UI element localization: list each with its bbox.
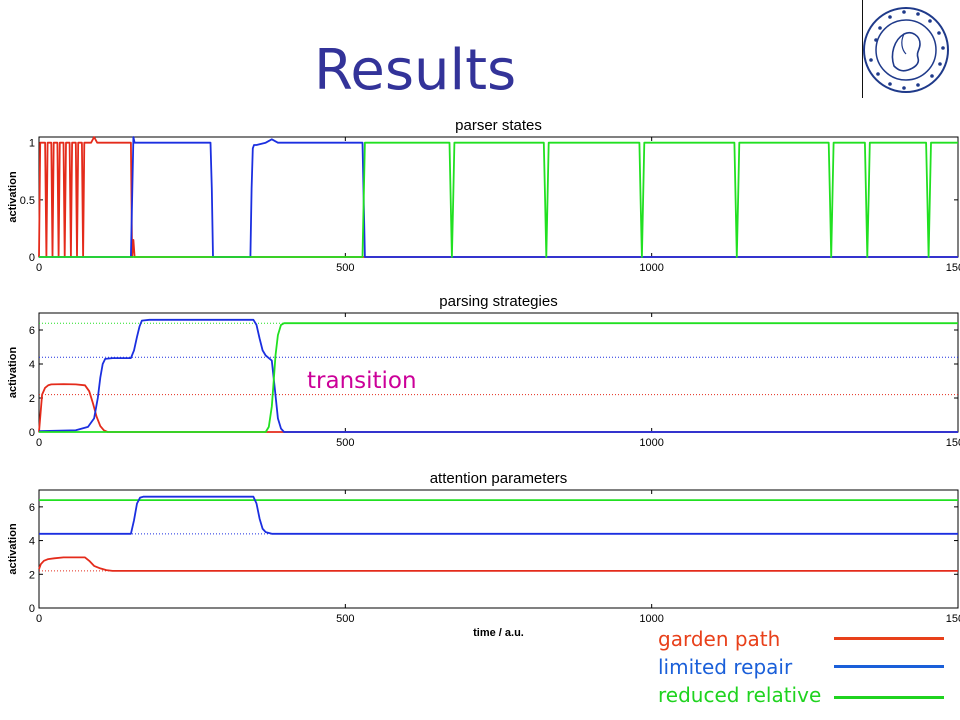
y-axis-label-1: activation (7, 171, 19, 223)
y-tick-label: 0 (29, 427, 35, 439)
legend-garden-path-swatch (834, 637, 944, 640)
y-tick-label: 4 (29, 536, 35, 548)
legend-limited-repair-label: limited repair (658, 655, 793, 679)
y-tick-label: 1 (29, 138, 35, 150)
y-tick-label: 6 (29, 325, 35, 337)
series-line-red-3 (38, 556, 958, 572)
chart-title-1: parser states (455, 117, 542, 134)
y-tick-label: 0.5 (20, 195, 35, 207)
x-tick-label: 0 (36, 437, 42, 449)
university-seal-logo (863, 7, 949, 93)
logo-divider (862, 0, 863, 98)
series-line-red-1 (38, 136, 958, 258)
series-line-green-2 (39, 322, 958, 433)
series-line-red-2 (38, 383, 958, 433)
y-tick-label: 2 (29, 569, 35, 581)
x-tick-label: 0 (36, 262, 42, 274)
x-axis-label: time / a.u. (473, 627, 524, 639)
legend-limited-repair-swatch (834, 665, 944, 668)
x-tick-label: 500 (336, 613, 354, 625)
y-tick-label: 6 (29, 502, 35, 514)
y-tick-label: 4 (29, 359, 35, 371)
y-axis-label-3: activation (7, 523, 19, 575)
x-tick-label: 0 (36, 613, 42, 625)
chart-title-2: parsing strategies (439, 293, 557, 310)
series-line-green-1 (39, 141, 958, 258)
x-tick-label: 1000 (639, 262, 663, 274)
chart-title-3: attention parameters (430, 470, 568, 487)
legend-garden-path-label: garden path (658, 627, 781, 651)
transition-annotation: transition (307, 368, 417, 394)
plot-frame-2 (38, 312, 959, 433)
slide-title: Results (314, 38, 517, 103)
x-tick-label: 500 (336, 437, 354, 449)
plot-frame-1 (38, 136, 959, 258)
x-tick-label: 1000 (639, 613, 663, 625)
x-tick-label: 1000 (639, 437, 663, 449)
plot-frame-3 (38, 489, 959, 609)
y-tick-label: 0 (29, 603, 35, 615)
y-tick-label: 2 (29, 393, 35, 405)
series-line-blue-3 (39, 495, 958, 535)
legend-reduced-relative-label: reduced relative (658, 683, 822, 707)
x-tick-label: 500 (336, 262, 354, 274)
y-tick-label: 0 (29, 252, 35, 264)
legend-reduced-relative-swatch (834, 696, 944, 699)
y-axis-label-2: activation (7, 347, 19, 399)
series-line-blue-1 (39, 136, 958, 258)
